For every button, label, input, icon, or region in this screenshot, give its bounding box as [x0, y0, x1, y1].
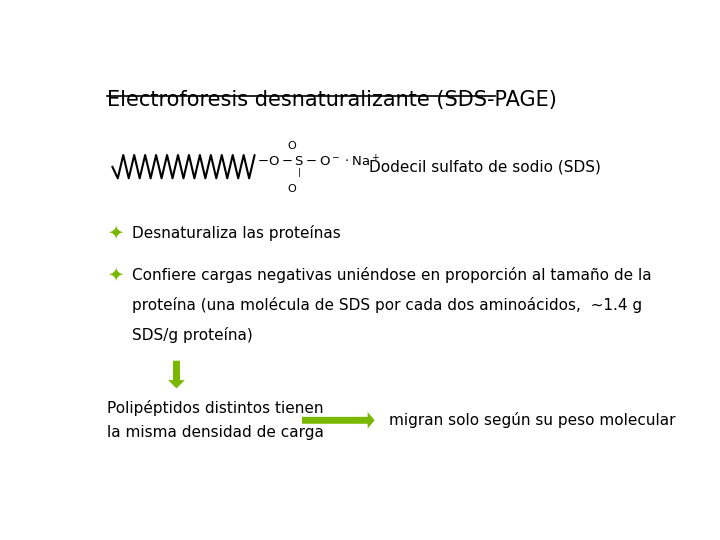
Text: ✦: ✦: [107, 224, 123, 242]
Text: SDS/g proteína): SDS/g proteína): [132, 327, 253, 343]
Text: ✦: ✦: [107, 265, 123, 284]
Text: Dodecil sulfato de sodio (SDS): Dodecil sulfato de sodio (SDS): [369, 159, 601, 174]
Text: Confiere cargas negativas uniéndose en proporción al tamaño de la: Confiere cargas negativas uniéndose en p…: [132, 267, 652, 283]
Text: $\mathsf{-O-\underset{|}{S}-O^-\cdot Na^+}$: $\mathsf{-O-\underset{|}{S}-O^-\cdot Na^…: [258, 153, 380, 180]
Text: Desnaturaliza las proteínas: Desnaturaliza las proteínas: [132, 225, 341, 241]
Text: la misma densidad de carga: la misma densidad de carga: [107, 426, 323, 440]
Text: proteína (una molécula de SDS por cada dos aminoácidos,  ~1.4 g: proteína (una molécula de SDS por cada d…: [132, 296, 642, 313]
Text: Polipéptidos distintos tienen: Polipéptidos distintos tienen: [107, 400, 323, 416]
Text: $\mathsf{O}$: $\mathsf{O}$: [287, 139, 297, 151]
Text: Electroforesis desnaturalizante (SDS-PAGE): Electroforesis desnaturalizante (SDS-PAG…: [107, 90, 557, 110]
Text: $\mathsf{O}$: $\mathsf{O}$: [287, 183, 297, 194]
Text: migran solo según su peso molecular: migran solo según su peso molecular: [389, 413, 675, 428]
